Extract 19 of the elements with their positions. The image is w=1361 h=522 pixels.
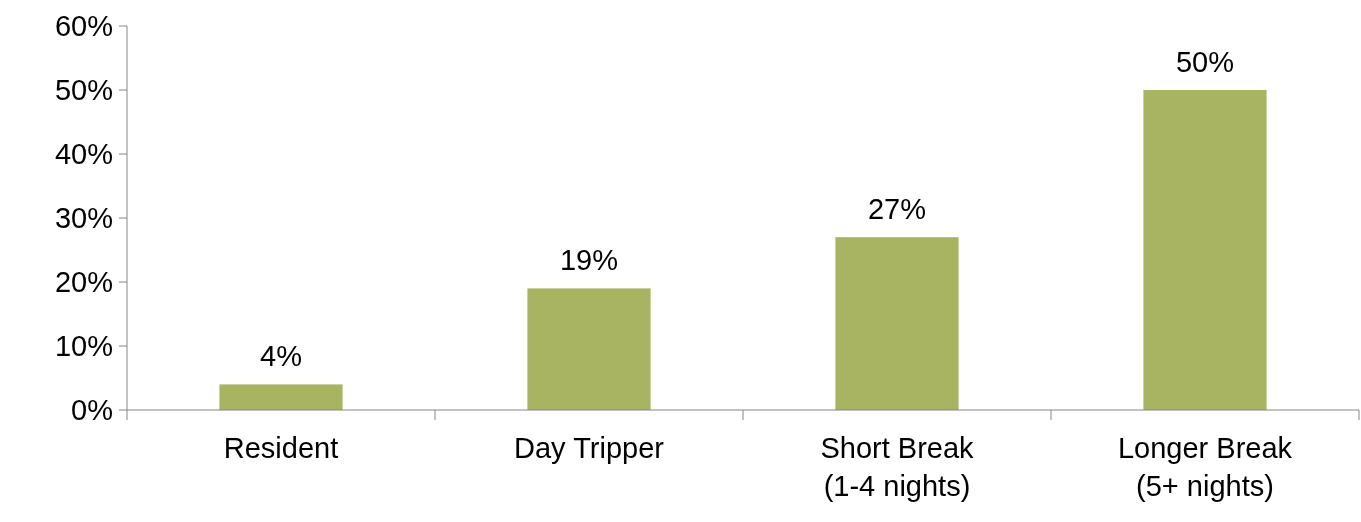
bar [219,384,343,410]
bar [835,237,959,410]
data-label: 27% [867,193,927,226]
data-label: 4% [260,340,302,373]
bar [527,288,651,410]
y-tick-label: 0% [71,394,113,427]
y-tick-label: 40% [54,138,113,171]
data-label: 50% [1175,46,1235,78]
data-label: 19% [559,244,619,277]
y-tick-label: 20% [54,266,113,299]
y-tick-label: 10% [54,330,113,363]
y-tick-label: 50% [54,74,113,107]
y-tick-label: 60% [54,10,113,43]
x-tick-label: Day Tripper [514,432,665,464]
bar [1143,90,1267,410]
x-tick-label: Longer Break (5+ nights) [1117,432,1293,502]
x-tick-label: Short Break (1-4 nights) [820,432,975,502]
y-tick-label: 30% [54,202,113,235]
x-tick-label: Resident [223,432,339,464]
